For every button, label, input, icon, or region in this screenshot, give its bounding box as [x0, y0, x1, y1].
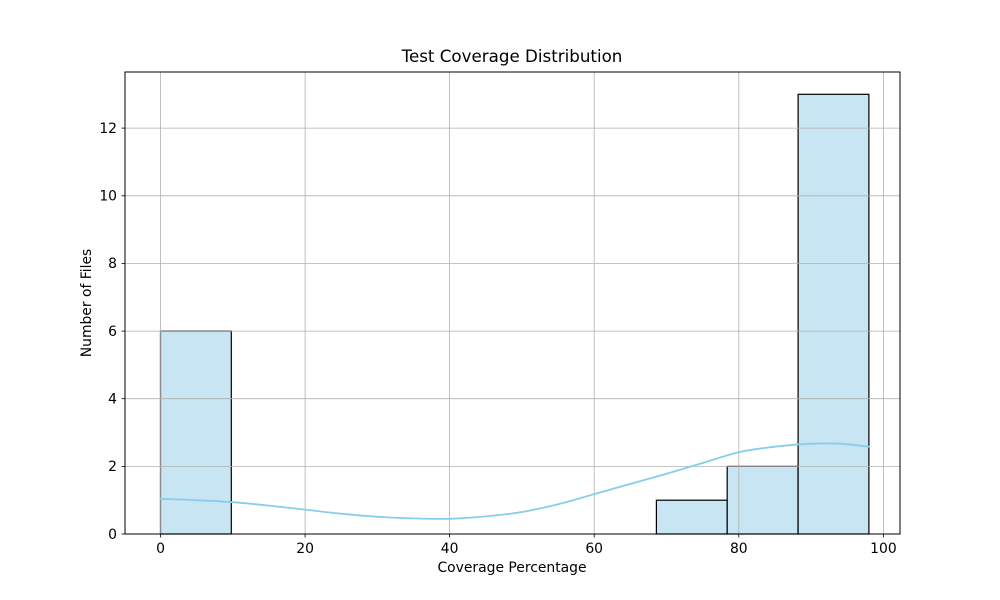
y-axis-label: Number of Files: [79, 249, 95, 358]
y-axis-ticks: 0 2 4 6 8 10 12: [99, 121, 125, 543]
x-tick-label: 60: [585, 541, 603, 557]
y-tick-label: 4: [108, 392, 117, 408]
plot-border: [124, 71, 901, 535]
histogram-bar: [726, 465, 799, 535]
y-tick-label: 10: [99, 189, 117, 205]
y-tick-label: 8: [108, 256, 117, 272]
chart-title: Test Coverage Distribution: [401, 46, 623, 66]
grid-lines: [125, 72, 900, 535]
x-tick-label: 100: [870, 541, 897, 557]
kde-curve: [159, 442, 870, 520]
histogram-bar: [655, 499, 728, 535]
y-tick-label: 2: [108, 459, 117, 475]
histogram-bar: [159, 330, 232, 535]
y-tick-label: 12: [99, 121, 117, 137]
histogram-bar: [797, 93, 870, 535]
x-tick-label: 20: [296, 541, 314, 557]
y-tick-label: 0: [108, 527, 117, 543]
x-tick-label: 40: [441, 541, 459, 557]
x-tick-label: 0: [156, 541, 165, 557]
x-tick-label: 80: [730, 541, 748, 557]
x-axis-label: Coverage Percentage: [437, 560, 586, 576]
histogram-bars: [159, 93, 870, 535]
x-axis-ticks: 0 20 40 60 80 100: [156, 534, 897, 557]
y-tick-label: 6: [108, 324, 117, 340]
